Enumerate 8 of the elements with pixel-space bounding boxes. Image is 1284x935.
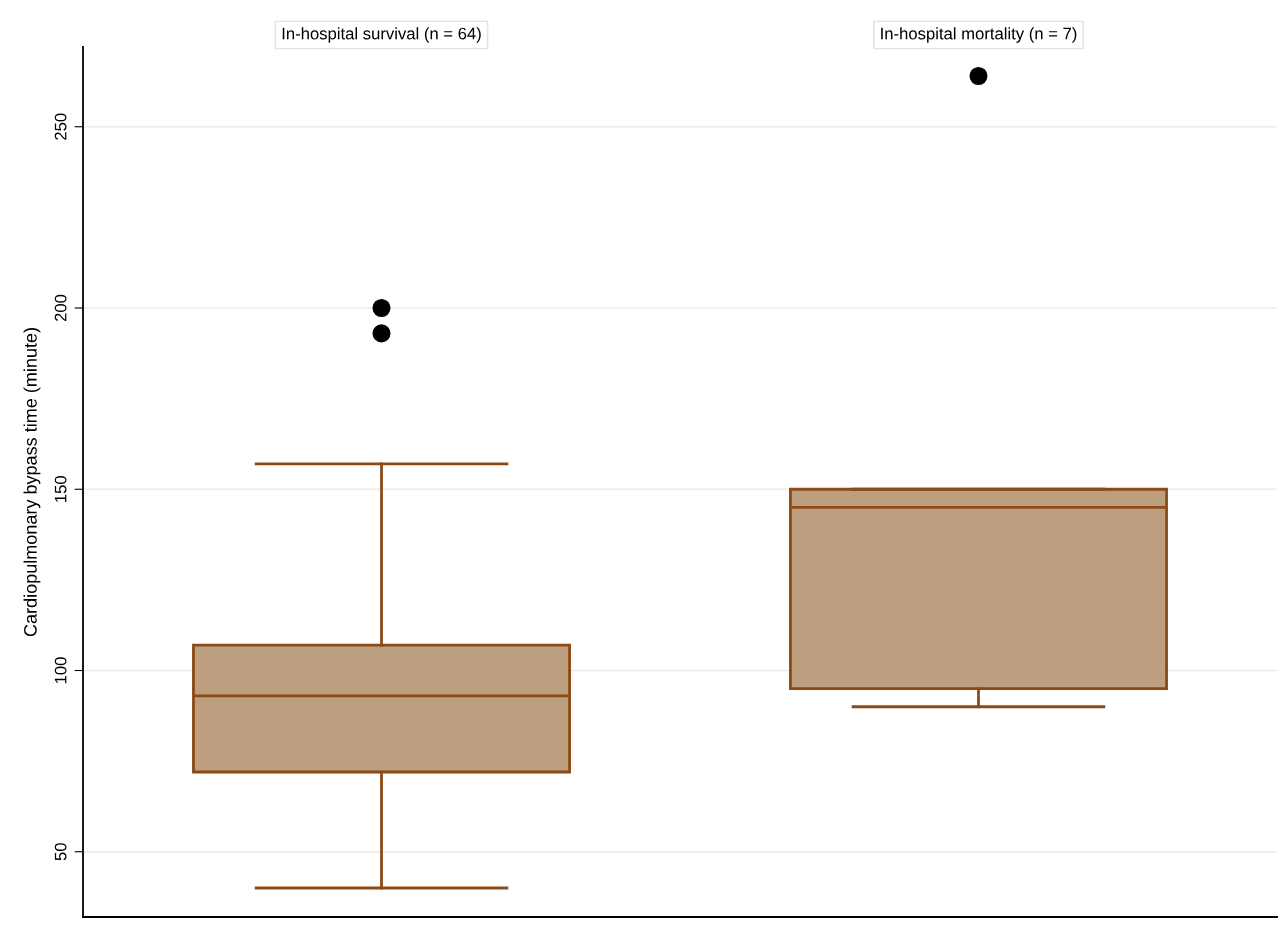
y-tick-label: 250 [54,113,67,140]
y-tick-label: 50 [54,843,67,861]
x-tick-label: In-hospital mortality (n = 7) [881,27,1077,43]
x-tick-label: In-hospital survival (n = 64) [282,27,481,43]
y-tick-label: 200 [54,294,67,322]
y-axis-title: Cardiopulmonary bypass time (minute) [23,328,41,637]
y-tick-label: 150 [54,476,67,502]
y-tick-label: 100 [54,657,67,684]
